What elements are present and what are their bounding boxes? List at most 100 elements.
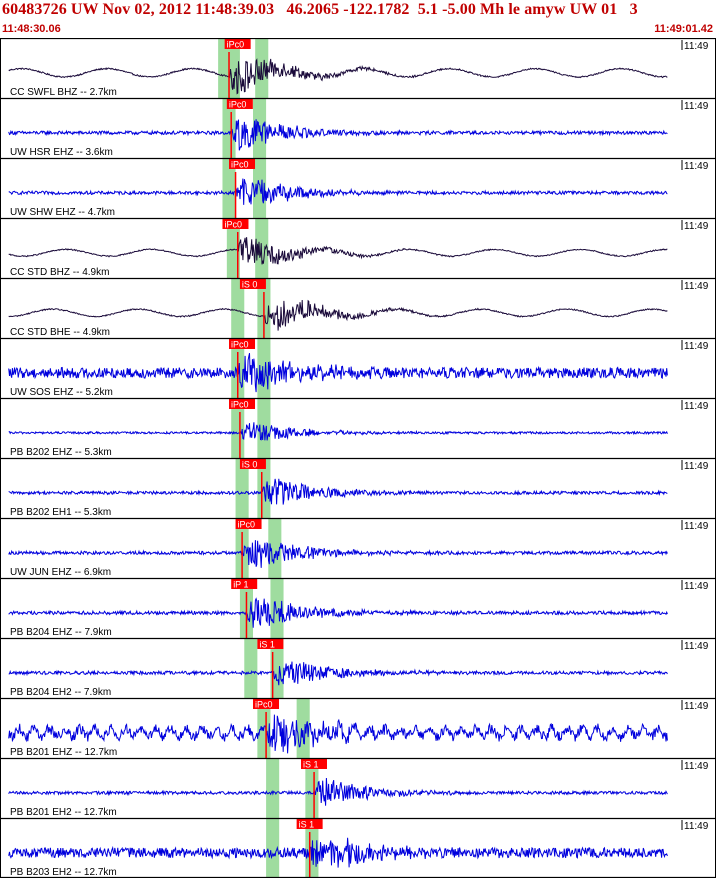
waveform-trace: [8, 352, 668, 393]
station-label: UW HSR EHZ -- 3.6km: [10, 147, 113, 158]
trace-panel: iS 1 PB B204 EH2 -- 7.9km 11:49: [8, 638, 709, 698]
pick-label-box: [229, 159, 256, 169]
pick-label: iPc0: [231, 400, 249, 410]
waveform-trace: [8, 118, 668, 151]
end-time-label: 11:49:01.42: [654, 23, 713, 35]
station-label: UW SOS EHZ -- 5.2km: [10, 387, 113, 398]
minute-tick-label: 11:49: [684, 821, 709, 832]
trace-panel: iPc0 UW SHW EHZ -- 4.7km 11:49: [8, 158, 709, 218]
s-window-band: [296, 698, 310, 758]
waveform-trace: [8, 299, 668, 331]
minute-tick-label: 11:49: [684, 161, 709, 172]
pick-label: iPc0: [227, 40, 245, 50]
trace-panel: iP 1 PB B204 EHZ -- 7.9km 11:49: [8, 578, 709, 638]
station-label: PB B201 EHZ -- 12.7km: [10, 747, 117, 758]
trace-panel: iS 0 CC STD BHE -- 4.9km 11:49: [8, 278, 709, 338]
minute-tick-label: 11:49: [684, 641, 709, 652]
waveform-trace: [8, 478, 668, 505]
pick-label: iS 0: [242, 460, 258, 470]
minute-tick-label: 11:49: [684, 41, 709, 52]
trace-panel: iS 1 PB B203 EH2 -- 12.7km 11:49: [8, 818, 709, 878]
pick-label: iS 1: [259, 640, 275, 650]
p-window-band: [266, 818, 280, 878]
station-label: PB B204 EHZ -- 7.9km: [10, 627, 112, 638]
pick-label-box: [253, 699, 280, 709]
trace-panel: iPc0 PB B201 EHZ -- 12.7km 11:49: [8, 698, 709, 758]
minute-tick-label: 11:49: [684, 281, 709, 292]
station-label: UW SHW EHZ -- 4.7km: [10, 207, 115, 218]
minute-tick-label: 11:49: [684, 461, 709, 472]
pick-label-box: [296, 819, 323, 829]
station-label: PB B204 EH2 -- 7.9km: [10, 687, 111, 698]
pick-label-box: [300, 759, 327, 769]
s-window-band: [268, 518, 282, 578]
station-label: CC SWFL BHZ -- 2.7km: [10, 87, 117, 98]
trace-panel: iPc0 UW JUN EHZ -- 6.9km 11:49: [8, 518, 709, 578]
event-header: 60483726 UW Nov 02, 2012 11:48:39.03 46.…: [0, 0, 716, 38]
pick-label: iPc0: [238, 520, 256, 530]
pick-label-box: [224, 39, 251, 49]
pick-label-box: [257, 639, 284, 649]
station-label: CC STD BHE -- 4.9km: [10, 327, 110, 338]
trace-panel: iS 1 PB B201 EH2 -- 12.7km 11:49: [8, 758, 709, 818]
pick-label: iPc0: [229, 100, 247, 110]
pick-label-box: [229, 339, 256, 349]
pick-label: iPc0: [224, 220, 242, 230]
pick-label-box: [231, 579, 258, 589]
p-window-band: [222, 98, 236, 158]
station-label: PB B203 EH2 -- 12.7km: [10, 867, 117, 878]
seismogram-plot: iPc0 CC SWFL BHZ -- 2.7km 11:49 iPc0 UW HSR …: [0, 38, 716, 878]
minute-tick-label: 11:49: [684, 401, 709, 412]
waveform-trace: [8, 237, 668, 265]
station-label: UW JUN EHZ -- 6.9km: [10, 567, 111, 578]
pick-label: iS 1: [299, 820, 315, 830]
pick-label: iPc0: [231, 160, 249, 170]
station-label: CC STD BHZ -- 4.9km: [10, 267, 109, 278]
pick-label-box: [222, 219, 249, 229]
minute-tick-label: 11:49: [684, 701, 709, 712]
waveform-trace: [8, 597, 668, 628]
minute-tick-label: 11:49: [684, 101, 709, 112]
trace-panel: iPc0 UW SOS EHZ -- 5.2km 11:49: [8, 338, 709, 398]
waveform-trace: [8, 777, 668, 806]
p-window-band: [231, 278, 245, 338]
pick-label: iP 1: [233, 580, 248, 590]
trace-panel: iPc0 PB B202 EHZ -- 5.3km 11:49: [8, 398, 709, 458]
start-time-label: 11:48:30.06: [2, 23, 61, 35]
pick-label: iPc0: [231, 340, 249, 350]
pick-label-box: [229, 399, 256, 409]
p-window-band: [222, 158, 236, 218]
pick-label: iS 0: [242, 280, 258, 290]
trace-panel: iPc0 CC SWFL BHZ -- 2.7km 11:49: [8, 38, 709, 98]
pick-label-box: [235, 519, 262, 529]
pick-label: iPc0: [255, 700, 273, 710]
pick-label: iS 1: [303, 760, 319, 770]
pick-label-box: [226, 99, 253, 109]
p-window-band: [231, 398, 245, 458]
waveform-trace: [8, 422, 668, 441]
minute-tick-label: 11:49: [684, 341, 709, 352]
waveform-trace: [8, 714, 668, 754]
s-window-band: [305, 758, 319, 818]
waveform-trace: [8, 540, 668, 568]
waveform-trace: [8, 837, 668, 868]
p-window-band: [266, 758, 280, 818]
minute-tick-label: 11:49: [684, 761, 709, 772]
waveform-trace: [8, 58, 668, 95]
minute-tick-label: 11:49: [684, 521, 709, 532]
trace-panel: iPc0 UW HSR EHZ -- 3.6km 11:49: [8, 98, 709, 158]
trace-panel: iS 0 PB B202 EH1 -- 5.3km 11:49: [8, 458, 709, 518]
s-window-band: [270, 638, 284, 698]
pick-label-box: [239, 459, 266, 469]
event-title: 60483726 UW Nov 02, 2012 11:48:39.03 46.…: [2, 1, 638, 18]
s-window-band: [253, 158, 267, 218]
minute-tick-label: 11:49: [684, 581, 709, 592]
minute-tick-label: 11:49: [684, 221, 709, 232]
trace-panel: iPc0 CC STD BHZ -- 4.9km 11:49: [8, 218, 709, 278]
p-window-band: [235, 458, 249, 518]
p-window-band: [244, 638, 258, 698]
waveform-trace: [8, 178, 668, 205]
station-label: PB B202 EHZ -- 5.3km: [10, 447, 112, 458]
p-window-band: [226, 218, 240, 278]
waveform-trace: [8, 661, 668, 686]
